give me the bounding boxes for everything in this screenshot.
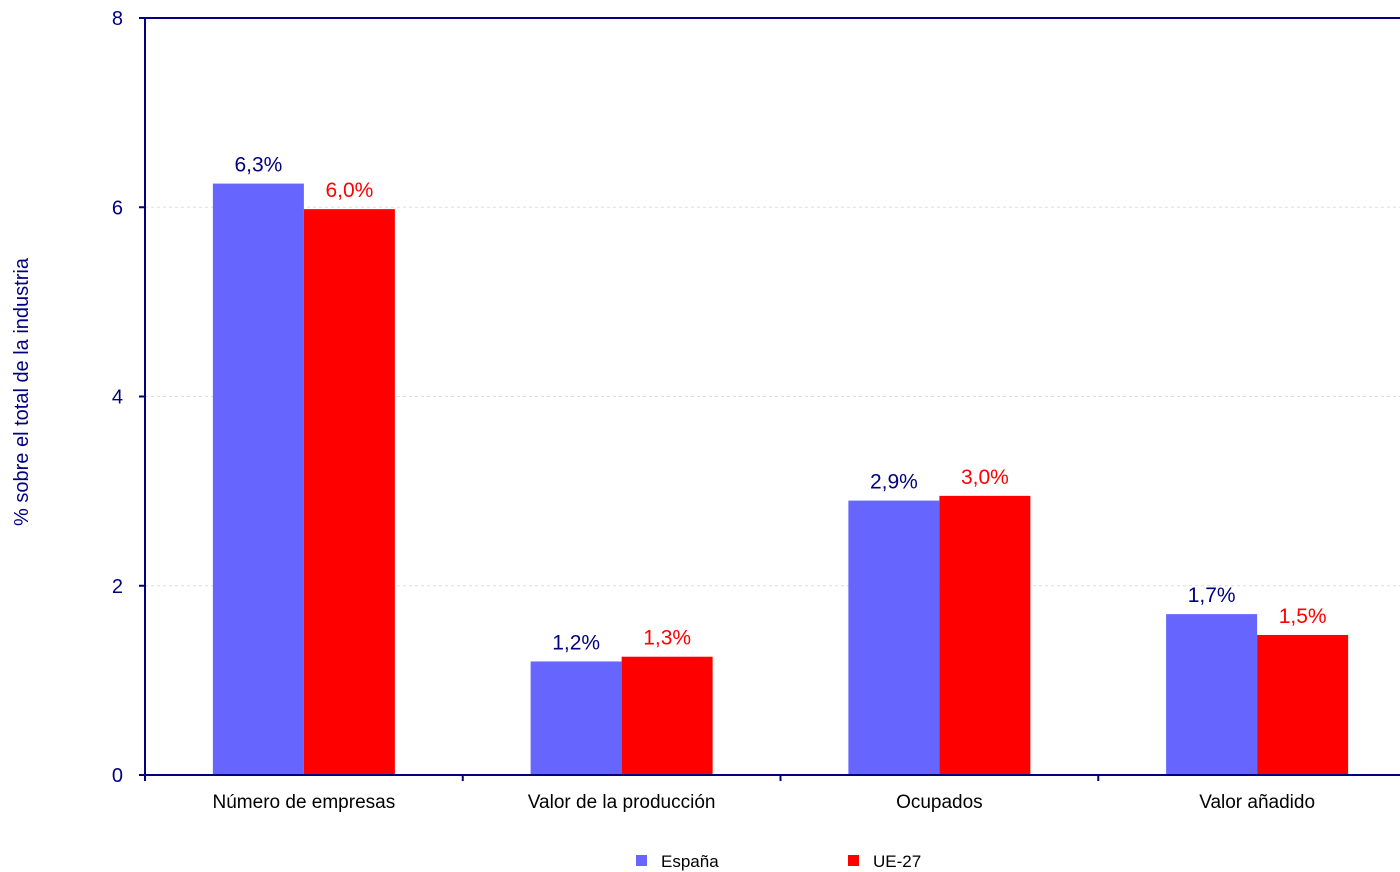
data-label: 2,9% xyxy=(870,471,918,494)
legend-label: UE-27 xyxy=(873,852,921,871)
data-label: 1,2% xyxy=(552,631,600,654)
y-tick-labels: 0 2 4 6 8 xyxy=(112,8,145,787)
axes xyxy=(144,17,1400,781)
bar-espana xyxy=(848,500,940,775)
y-tick-label: 2 xyxy=(112,576,123,598)
bar-ue27 xyxy=(621,656,713,775)
bar-espana xyxy=(530,661,622,775)
x-category-label: Ocupados xyxy=(896,792,983,813)
data-label: 6,0% xyxy=(325,179,373,202)
grid-lines xyxy=(145,206,1400,587)
data-label: 1,5% xyxy=(1279,605,1327,628)
y-tick-label: 6 xyxy=(112,197,123,219)
y-tick-label: 4 xyxy=(112,387,123,409)
bar-ue27 xyxy=(303,209,395,775)
bar-espana xyxy=(212,183,304,775)
data-label: 3,0% xyxy=(961,466,1009,489)
y-tick-label: 0 xyxy=(112,765,123,787)
bars xyxy=(212,183,1349,775)
data-label: 6,3% xyxy=(234,154,282,177)
legend-swatch xyxy=(636,855,647,866)
data-labels: 6,3% 6,0% 1,2% 1,3% 2,9% 3,0% 1,7% 1,5% xyxy=(234,154,1326,655)
x-category-label: Valor añadido xyxy=(1199,792,1315,813)
legend: España UE-27 xyxy=(636,852,921,871)
x-category-label: Valor de la producción xyxy=(528,792,716,813)
data-label: 1,3% xyxy=(643,627,691,650)
legend-swatch xyxy=(848,855,859,866)
bar-ue27 xyxy=(939,495,1031,775)
y-tick-label: 8 xyxy=(112,8,123,30)
legend-label: España xyxy=(661,852,719,871)
data-label: 1,7% xyxy=(1188,584,1236,607)
category-labels: Número de empresas Valor de la producción… xyxy=(213,792,1316,813)
y-axis-title: % sobre el total de la industria xyxy=(11,257,33,526)
x-category-label: Número de empresas xyxy=(213,792,396,813)
bar-espana xyxy=(1166,614,1258,775)
bar-ue27 xyxy=(1257,634,1349,775)
